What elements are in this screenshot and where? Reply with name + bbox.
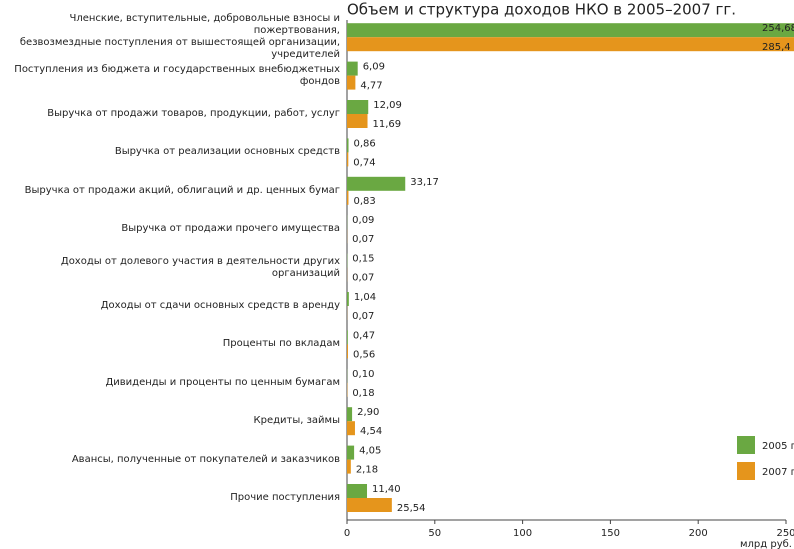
value-label: 11,40 — [372, 484, 401, 495]
x-tick-label: 250 — [776, 528, 794, 539]
x-tick-label: 100 — [513, 528, 532, 539]
bar — [347, 421, 355, 436]
bar — [347, 407, 353, 422]
bar — [347, 445, 355, 460]
value-label: 254,68 — [762, 23, 794, 34]
bar — [347, 292, 349, 306]
category-label: Поступления из бюджета и государственных… — [14, 63, 340, 87]
category-label: Выручка от продажи товаров, продукции, р… — [47, 108, 340, 119]
category-label: Прочие поступления — [230, 492, 340, 503]
category-label: Выручка от реализации основных средств — [114, 146, 340, 158]
category-label: Выручка от продажи прочего имущества — [121, 223, 340, 235]
value-label: 0,07 — [352, 311, 374, 322]
x-tick-label: 150 — [601, 528, 620, 539]
bar — [347, 344, 348, 359]
legend-label: 2005 г. — [762, 441, 794, 452]
chart-title: Объем и структура доходов НКО в 2005–200… — [347, 1, 736, 19]
legend-swatch — [737, 462, 755, 480]
value-label: 0,10 — [352, 369, 374, 380]
value-label: 0,09 — [352, 215, 374, 226]
value-label: 0,47 — [353, 330, 375, 341]
category-label: Членские, вступительные, добровольные вз… — [19, 13, 340, 61]
bar — [347, 23, 794, 38]
value-label: 6,09 — [363, 62, 385, 73]
category-label: Авансы, полученные от покупателей и зака… — [71, 453, 340, 465]
category-label: Проценты по вкладам — [222, 338, 340, 350]
value-label: 11,69 — [373, 119, 402, 130]
bar — [347, 498, 392, 512]
bars — [347, 23, 794, 512]
category-label: Дивиденды и проценты по ценным бумагам — [105, 376, 340, 388]
category-label: Кредиты, займы — [253, 415, 340, 427]
bar — [347, 459, 351, 474]
bar — [347, 152, 349, 167]
value-label: 1,04 — [354, 292, 376, 303]
value-label: 25,54 — [397, 503, 426, 514]
value-label: 4,05 — [359, 446, 381, 457]
value-label: 0,07 — [352, 234, 374, 245]
bar — [347, 100, 369, 114]
value-label: 2,90 — [357, 407, 379, 418]
bar — [347, 138, 349, 153]
x-axis-label: млрд руб. — [740, 539, 792, 549]
value-label: 0,74 — [353, 157, 375, 168]
bar — [347, 114, 368, 128]
value-label: 0,07 — [352, 273, 374, 284]
value-label: 0,18 — [352, 388, 374, 399]
value-label: 0,15 — [352, 254, 374, 265]
bar — [347, 176, 406, 191]
value-label: 4,77 — [360, 81, 382, 92]
bar — [347, 61, 358, 76]
value-label: 285,4 — [762, 42, 791, 53]
bar — [347, 484, 368, 498]
category-label: Выручка от продажи акций, облигаций и др… — [24, 184, 340, 196]
category-label: Доходы от сдачи основных средств в аренд… — [100, 300, 340, 311]
x-tick-label: 0 — [344, 528, 350, 539]
bar — [347, 37, 794, 52]
bar — [347, 330, 348, 345]
legend-swatch — [737, 436, 755, 454]
value-label: 12,09 — [373, 100, 402, 111]
value-label: 33,17 — [410, 177, 439, 188]
value-label: 0,86 — [354, 138, 376, 149]
value-label: 4,54 — [360, 426, 382, 437]
legend-label: 2007 г. — [762, 467, 794, 478]
x-tick-label: 50 — [428, 528, 441, 539]
value-label: 2,18 — [356, 465, 378, 476]
value-label: 0,83 — [353, 196, 375, 207]
category-label: Доходы от долевого участия в деятельност… — [60, 255, 340, 279]
bar — [347, 190, 349, 205]
bar — [347, 75, 356, 90]
x-tick-label: 200 — [689, 528, 708, 539]
value-label: 0,56 — [353, 349, 375, 360]
